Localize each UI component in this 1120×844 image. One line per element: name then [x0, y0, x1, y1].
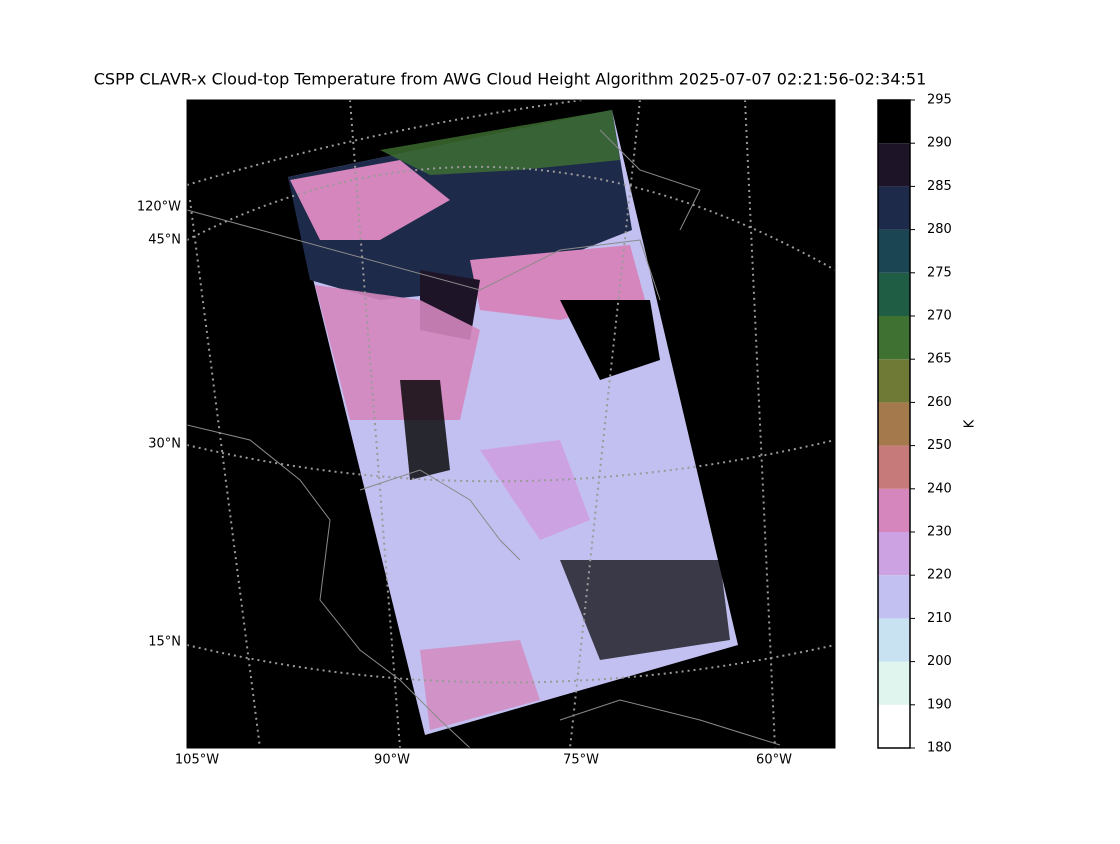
colorbar-tick-label: 290	[927, 136, 952, 151]
colorbar-segment	[878, 186, 910, 230]
colorbar-tick-label: 275	[927, 265, 952, 280]
graticule	[187, 439, 835, 483]
cloud-region	[380, 110, 620, 175]
title: CSPP CLAVR-x Cloud-top Temperature from …	[94, 70, 927, 89]
map-frame	[186, 99, 836, 749]
colorbar-tick-label: 270	[927, 309, 952, 324]
graticule	[187, 165, 835, 271]
coastline	[599, 129, 701, 231]
clear-region	[560, 300, 660, 380]
clear-region	[560, 560, 730, 660]
coastline	[187, 209, 661, 301]
colorbar-tick-label: 265	[927, 352, 952, 367]
colorbar-tick-label: 285	[927, 179, 952, 194]
coastline	[359, 469, 521, 561]
colorbar-segment	[878, 359, 910, 403]
colorbar-tick-label: 210	[927, 611, 952, 626]
colorbar-segment	[878, 488, 910, 532]
clear-region	[400, 380, 450, 480]
colorbar-segment	[878, 445, 910, 489]
colorbar-segment	[878, 532, 910, 576]
colorbar-tick-label: 250	[927, 438, 952, 453]
colorbar-segment	[878, 661, 910, 705]
lat-label: 120°W	[137, 200, 181, 215]
colorbar-tick-label: 220	[927, 568, 952, 583]
lat-label: 45°N	[148, 233, 181, 248]
map	[187, 100, 835, 748]
cloud-region	[290, 160, 450, 240]
colorbar-segment	[878, 704, 910, 748]
colorbar-tick-label: 190	[927, 697, 952, 712]
colorbar-frame	[877, 99, 911, 749]
colorbar-segment	[878, 229, 910, 273]
lon-label: 90°W	[374, 753, 410, 768]
colorbar-tick-label: 180	[927, 741, 952, 756]
colorbar-segment	[878, 272, 910, 316]
lon-label: 75°W	[563, 753, 599, 768]
graticule	[349, 100, 401, 748]
graticule	[187, 644, 835, 684]
lat-label: 30°N	[148, 437, 181, 452]
cloud-region	[420, 640, 540, 730]
graticule	[744, 100, 776, 748]
colorbar-segment	[878, 575, 910, 619]
colorbar-segment	[878, 143, 910, 187]
graticule	[569, 100, 641, 748]
colorbar-segment	[878, 402, 910, 446]
lon-label: 105°W	[175, 753, 219, 768]
lat-label: 15°N	[148, 635, 181, 650]
colorbar-label: K	[963, 419, 978, 428]
lon-label: 60°W	[756, 753, 792, 768]
colorbar-tick-label: 200	[927, 654, 952, 669]
colorbar-tick-label: 240	[927, 481, 952, 496]
colorbar-tick-label: 280	[927, 222, 952, 237]
colorbar-segment	[878, 618, 910, 662]
colorbar-segment	[878, 316, 910, 360]
cloud-region	[480, 440, 590, 540]
colorbar-tick-label: 230	[927, 525, 952, 540]
coastline	[187, 424, 471, 748]
graticule	[189, 199, 261, 748]
colorbar-tick-label: 260	[927, 395, 952, 410]
colorbar-segment	[878, 100, 910, 144]
colorbar-tick-label: 295	[927, 93, 952, 108]
coastline	[559, 699, 781, 746]
